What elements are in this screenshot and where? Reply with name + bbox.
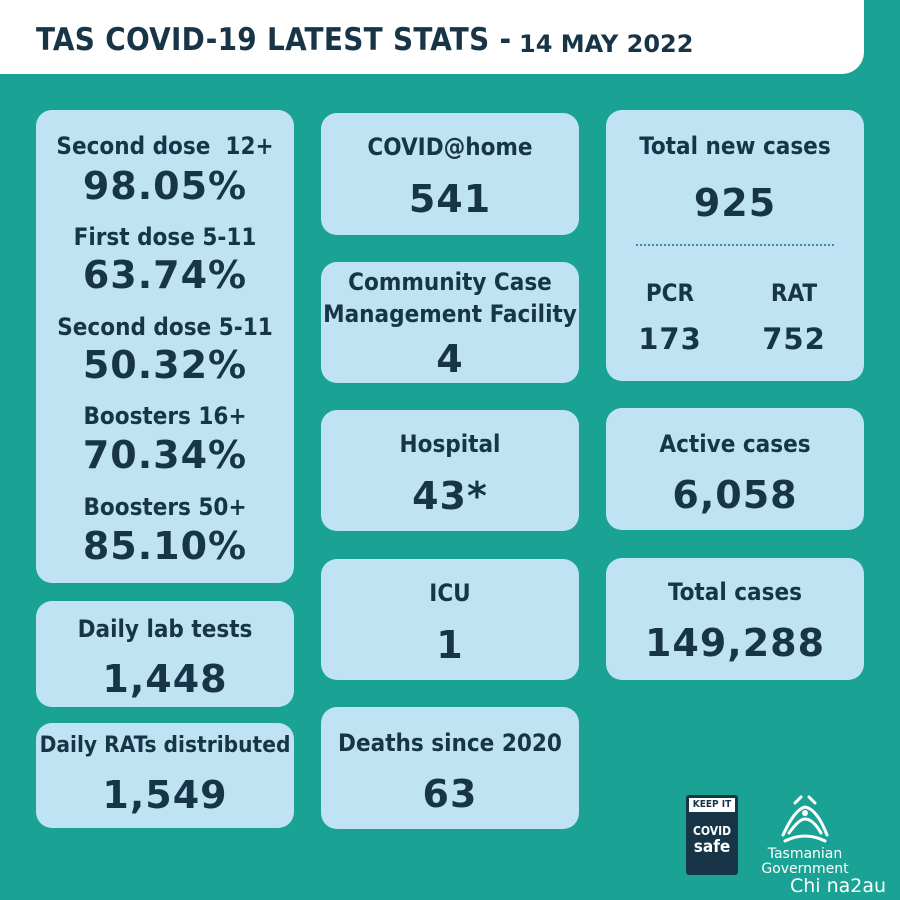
- new-cases-label: Total new cases: [639, 132, 831, 160]
- new-cases-card: Total new cases 925 PCR RAT 173 752: [606, 110, 864, 381]
- icu-card: ICU 1: [321, 559, 579, 680]
- covid-safe-top-text: KEEP IT: [689, 798, 735, 812]
- vaccination-label: Second dose 5-11: [57, 313, 273, 341]
- vaccination-value: 70.34%: [82, 433, 248, 477]
- deaths-card: Deaths since 2020 63: [321, 707, 579, 829]
- tas-gov-line1: Tasmanian: [767, 846, 843, 862]
- ccmf-card: Community Case Management Facility 4: [321, 262, 579, 383]
- hospital-label: Hospital: [399, 430, 501, 458]
- ccmf-label-line2: Management Facility: [323, 300, 577, 328]
- hospital-card: Hospital 43*: [321, 410, 579, 531]
- vaccination-card: Second dose 12+ 98.05% First dose 5-11 6…: [36, 110, 294, 583]
- covid-home-card: COVID@home 541: [321, 113, 579, 235]
- vaccination-label: Second dose 12+: [56, 132, 274, 160]
- vaccination-label: Boosters 16+: [83, 402, 247, 430]
- watermark: Chi na2au: [790, 875, 887, 897]
- covid-safe-bot-text: safe: [693, 837, 731, 857]
- vaccination-value: 63.74%: [82, 253, 248, 297]
- active-cases-value: 6,058: [672, 473, 798, 517]
- vaccination-label: First dose 5-11: [73, 223, 257, 251]
- vaccination-value: 85.10%: [82, 524, 248, 568]
- ccmf-label-line1: Community Case: [348, 268, 552, 296]
- vaccination-value: 98.05%: [82, 164, 248, 208]
- divider: [636, 244, 834, 246]
- page-title: TAS COVID-19 LATEST STATS -: [36, 22, 512, 58]
- header-bar: TAS COVID-19 LATEST STATS - 14 MAY 2022: [0, 0, 864, 74]
- tas-gov-text: Tasmanian Government: [755, 847, 855, 877]
- tas-gov-line2: Government: [761, 861, 849, 877]
- daily-lab-tests-card: Daily lab tests 1,448: [36, 601, 294, 707]
- covid-safe-mid-text: COVID: [692, 824, 732, 838]
- total-cases-label: Total cases: [668, 578, 802, 606]
- active-cases-label: Active cases: [659, 430, 811, 458]
- page-date: 14 MAY 2022: [519, 30, 694, 58]
- new-cases-value: 925: [693, 181, 777, 225]
- covid-home-label: COVID@home: [367, 133, 533, 161]
- icu-value: 1: [436, 623, 464, 667]
- daily-rats-label: Daily RATs distributed: [39, 732, 291, 758]
- vaccination-label: Boosters 50+: [83, 493, 247, 521]
- active-cases-card: Active cases 6,058: [606, 408, 864, 530]
- deaths-label: Deaths since 2020: [338, 729, 562, 757]
- vaccination-value: 50.32%: [82, 343, 248, 387]
- daily-rats-value: 1,549: [102, 773, 228, 817]
- covid-safe-logo: KEEP IT COVID safe: [686, 795, 738, 875]
- pcr-label: PCR: [645, 279, 695, 307]
- ccmf-value: 4: [436, 337, 464, 381]
- pcr-value: 173: [638, 322, 702, 356]
- tasmanian-government-logo: Tasmanian Government: [755, 795, 855, 877]
- daily-lab-tests-label: Daily lab tests: [77, 615, 253, 643]
- daily-rats-card: Daily RATs distributed 1,549: [36, 723, 294, 828]
- hospital-value: 43*: [412, 474, 488, 518]
- tasmanian-tiger-icon: [781, 795, 829, 843]
- deaths-value: 63: [422, 772, 478, 816]
- icu-label: ICU: [429, 579, 471, 607]
- covid-home-value: 541: [408, 177, 492, 221]
- rat-label: RAT: [770, 279, 818, 307]
- total-cases-value: 149,288: [644, 621, 826, 665]
- rat-value: 752: [762, 322, 826, 356]
- total-cases-card: Total cases 149,288: [606, 558, 864, 680]
- daily-lab-tests-value: 1,448: [102, 657, 228, 701]
